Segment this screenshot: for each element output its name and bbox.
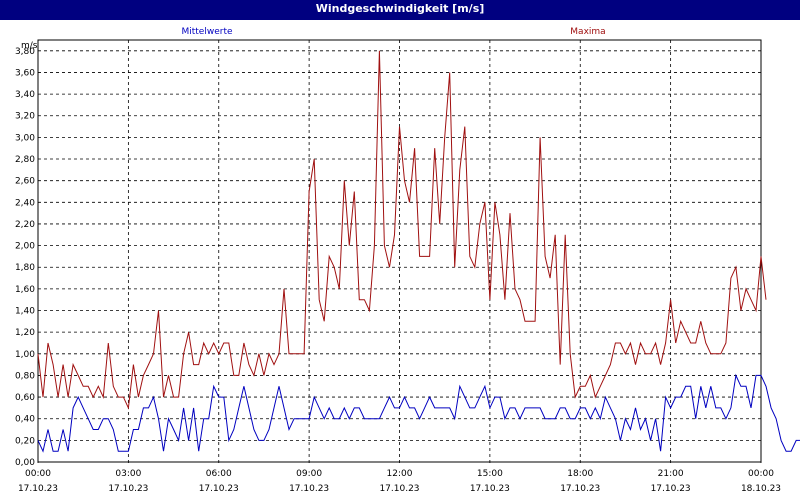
x-tick-date: 17.10.23 [470, 484, 510, 494]
series-line-maxima [37, 50, 767, 410]
y-tick-label: 0,00 [15, 458, 35, 468]
y-tick-label: 0,60 [15, 393, 35, 403]
legend-mittelwerte: Mittelwerte [181, 27, 232, 37]
x-tick-date: 17.10.23 [18, 484, 58, 494]
x-tick-date: 17.10.23 [560, 484, 600, 494]
plot-border [37, 39, 762, 463]
window-title: Windgeschwindigkeit [m/s] [0, 0, 800, 20]
x-tick-time: 21:00 [658, 469, 684, 479]
y-tick-label: 3,40 [15, 90, 35, 100]
y-tick-label: 0,40 [15, 415, 35, 425]
x-tick-time: 15:00 [477, 469, 503, 479]
y-tick-label: 1,60 [15, 285, 35, 295]
x-tick-time: 03:00 [115, 469, 141, 479]
y-tick-label: 1,20 [15, 328, 35, 338]
x-tick-time: 06:00 [206, 469, 232, 479]
wind-speed-chart: Mittelwerte Maxima m/s 0,000,200,400,600… [15, 27, 800, 494]
x-tick-date: 17.10.23 [379, 484, 419, 494]
x-tick-date: 17.10.23 [108, 484, 148, 494]
y-tick-label: 0,80 [15, 371, 35, 381]
x-tick-time: 09:00 [296, 469, 322, 479]
x-tick-date: 17.10.23 [651, 484, 691, 494]
x-tick-time: 00:00 [25, 469, 51, 479]
x-tick-date: 17.10.23 [289, 484, 329, 494]
series-line-mittelwerte [37, 373, 800, 453]
x-tick-time: 00:00 [748, 469, 774, 479]
y-axis-unit: m/s [21, 41, 38, 51]
y-tick-label: 3,00 [15, 133, 35, 143]
y-tick-label: 0,20 [15, 436, 35, 446]
plot-area: 0,00 0,20 0,40 0,60 0,80 1,00 1,20 1,40 1,60 1,80… [15, 39, 800, 494]
y-tick-label: 2,00 [15, 242, 35, 252]
x-tick-time: 12:00 [387, 469, 413, 479]
y-tick-label: 2,80 [15, 155, 35, 165]
y-tick-label: 3,20 [15, 112, 35, 122]
x-tick-date: 17.10.23 [199, 484, 239, 494]
y-tick-label: 1,80 [15, 263, 35, 273]
y-tick-label: 2,40 [15, 198, 35, 208]
y-tick-label: 3,60 [15, 68, 35, 78]
x-tick-date: 18.10.23 [741, 484, 781, 494]
y-tick-label: 2,60 [15, 177, 35, 187]
y-tick-label: 3,80 [15, 47, 35, 57]
x-tick-time: 18:00 [567, 469, 593, 479]
y-tick-label: 1,00 [15, 350, 35, 360]
y-tick-label: 1,40 [15, 307, 35, 317]
y-tick-label: 2,20 [15, 220, 35, 230]
legend-maxima: Maxima [570, 27, 605, 37]
